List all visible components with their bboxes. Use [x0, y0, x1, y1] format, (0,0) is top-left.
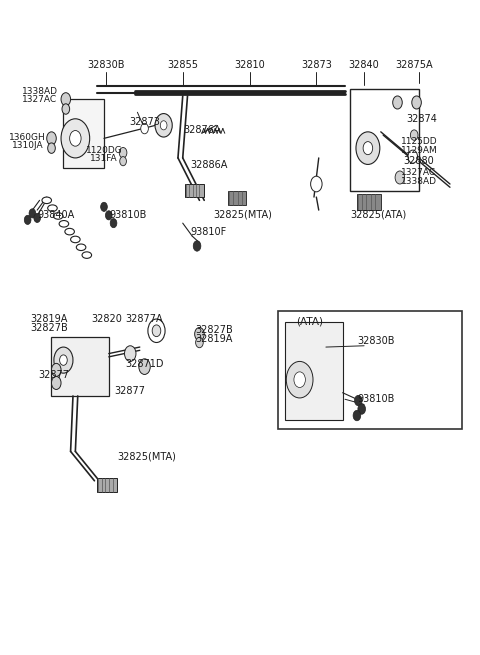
Text: 32830B: 32830B — [88, 60, 125, 70]
Circle shape — [196, 337, 203, 348]
Text: 32827B: 32827B — [30, 323, 68, 333]
Bar — [278, 311, 462, 428]
Text: 32840: 32840 — [348, 60, 380, 70]
Text: 1360GH: 1360GH — [9, 132, 46, 141]
Circle shape — [286, 362, 313, 398]
Text: 93840A: 93840A — [37, 210, 75, 220]
Circle shape — [353, 410, 361, 421]
Circle shape — [29, 209, 36, 218]
Circle shape — [311, 176, 322, 192]
Bar — [285, 322, 343, 420]
Circle shape — [139, 359, 150, 375]
Circle shape — [358, 404, 365, 414]
Text: 32825(MTA): 32825(MTA) — [213, 210, 272, 220]
Circle shape — [51, 364, 61, 377]
Ellipse shape — [71, 236, 80, 243]
Text: 1120DG: 1120DG — [85, 145, 122, 155]
Bar — [228, 191, 246, 205]
Circle shape — [62, 103, 70, 114]
Circle shape — [148, 319, 165, 343]
Circle shape — [410, 130, 418, 140]
Text: 131FA: 131FA — [90, 154, 118, 163]
Circle shape — [61, 93, 71, 105]
Bar — [63, 99, 104, 168]
Text: (ATA): (ATA) — [296, 316, 323, 326]
Text: 32873: 32873 — [129, 117, 160, 126]
Text: 1327AC: 1327AC — [401, 168, 436, 178]
Circle shape — [54, 347, 73, 373]
Text: 32877: 32877 — [115, 386, 146, 396]
Circle shape — [363, 141, 372, 155]
Text: 1125DD: 1125DD — [401, 137, 437, 146]
Text: 32877: 32877 — [38, 369, 70, 380]
Circle shape — [393, 96, 402, 109]
Circle shape — [60, 355, 67, 365]
Text: 32825(MTA): 32825(MTA) — [118, 451, 176, 461]
Text: 32875A: 32875A — [396, 60, 433, 70]
Circle shape — [119, 147, 127, 158]
Circle shape — [110, 219, 117, 228]
Text: 32886A: 32886A — [190, 160, 228, 170]
Text: 32874: 32874 — [406, 114, 437, 124]
Circle shape — [408, 150, 418, 163]
Bar — [350, 90, 419, 191]
Text: 1129AM: 1129AM — [401, 145, 437, 155]
Text: 93810B: 93810B — [109, 210, 146, 220]
Circle shape — [356, 132, 380, 164]
Circle shape — [61, 119, 90, 158]
Text: 32855: 32855 — [167, 60, 198, 70]
Circle shape — [51, 377, 61, 390]
Circle shape — [48, 143, 55, 153]
Circle shape — [294, 372, 305, 388]
Ellipse shape — [59, 221, 69, 227]
Circle shape — [141, 123, 148, 134]
Text: 32825(ATA): 32825(ATA) — [350, 210, 407, 220]
Text: 32830B: 32830B — [357, 336, 395, 346]
Text: 32819A: 32819A — [30, 314, 68, 324]
Circle shape — [70, 130, 81, 146]
Circle shape — [155, 113, 172, 137]
Bar — [97, 477, 117, 492]
Circle shape — [34, 214, 40, 223]
Circle shape — [24, 215, 31, 225]
Text: 32827B: 32827B — [195, 326, 233, 335]
Text: 32873: 32873 — [301, 60, 332, 70]
Ellipse shape — [42, 197, 51, 204]
Circle shape — [395, 171, 405, 184]
Text: 32876A: 32876A — [183, 125, 221, 135]
Text: 32810: 32810 — [234, 60, 265, 70]
Circle shape — [160, 121, 167, 130]
Bar — [51, 337, 109, 396]
Text: 1338AD: 1338AD — [401, 177, 437, 186]
Circle shape — [47, 132, 56, 145]
Ellipse shape — [82, 252, 92, 258]
Ellipse shape — [53, 213, 63, 219]
Circle shape — [195, 328, 204, 341]
Circle shape — [106, 211, 112, 220]
Circle shape — [355, 396, 362, 405]
Text: 93810F: 93810F — [191, 227, 227, 238]
Text: 32880: 32880 — [404, 156, 434, 166]
Bar — [185, 184, 204, 197]
Circle shape — [124, 346, 136, 362]
Circle shape — [193, 241, 201, 251]
Text: 1338AD: 1338AD — [22, 87, 58, 96]
Ellipse shape — [76, 244, 86, 251]
Text: 32820: 32820 — [91, 314, 122, 324]
Text: 32819A: 32819A — [195, 334, 232, 344]
Text: 1327AC: 1327AC — [22, 96, 57, 104]
Text: 93810B: 93810B — [357, 394, 395, 404]
Circle shape — [120, 157, 126, 166]
Circle shape — [101, 202, 108, 212]
Circle shape — [152, 325, 161, 337]
Ellipse shape — [65, 229, 74, 235]
Text: 1310JA: 1310JA — [12, 141, 44, 150]
Text: 32877A: 32877A — [126, 314, 163, 324]
Bar — [357, 194, 381, 210]
Circle shape — [412, 96, 421, 109]
Ellipse shape — [48, 205, 57, 212]
Text: 32871D: 32871D — [125, 358, 164, 369]
